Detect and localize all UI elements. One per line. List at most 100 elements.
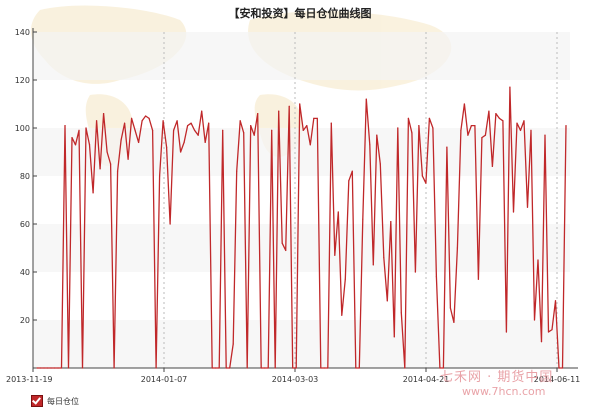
data-point [102, 113, 105, 115]
data-point [292, 367, 294, 369]
data-point [116, 170, 119, 172]
data-point [246, 367, 248, 369]
data-point [421, 175, 423, 177]
data-point [232, 343, 234, 345]
data-point [344, 278, 346, 280]
data-point [299, 103, 301, 105]
data-point [225, 367, 227, 369]
data-point [260, 367, 262, 369]
data-point [281, 242, 283, 244]
data-point [386, 300, 388, 302]
data-point [36, 367, 38, 369]
data-point [330, 122, 332, 124]
data-point [484, 134, 487, 136]
data-point [519, 129, 522, 131]
data-point [57, 367, 59, 369]
data-point [208, 122, 210, 124]
data-point [173, 129, 175, 131]
data-point [229, 367, 231, 369]
data-point [491, 165, 494, 167]
y-tick-label: 140 [15, 28, 30, 37]
data-point [334, 254, 336, 256]
data-point [537, 259, 539, 261]
data-point [166, 146, 168, 148]
watermark-title: 七禾网 · 期货中国 [440, 370, 554, 385]
y-tick-label: 40 [20, 268, 30, 277]
data-point [159, 175, 161, 177]
data-point [46, 367, 49, 369]
data-point [397, 127, 399, 129]
data-point [460, 129, 462, 131]
x-tick-label: 2014-06-11 [534, 375, 581, 384]
data-point [313, 117, 315, 119]
data-point [516, 122, 518, 124]
data-point [404, 367, 406, 369]
data-point [99, 168, 101, 170]
data-point [551, 329, 553, 331]
data-point [253, 134, 255, 136]
data-point [414, 271, 416, 273]
data-point [544, 134, 546, 136]
legend-checkbox-icon[interactable] [31, 395, 43, 407]
data-point [145, 115, 147, 117]
vertical-gridlines [163, 32, 558, 368]
x-tick-label: 2014-04-21 [403, 375, 450, 384]
data-point [162, 120, 164, 122]
data-point [425, 182, 427, 184]
data-point [470, 125, 473, 127]
data-point [92, 192, 94, 194]
data-point [383, 257, 385, 259]
data-point [540, 341, 543, 343]
data-point [453, 321, 455, 323]
data-point [526, 206, 529, 208]
data-point [257, 113, 259, 115]
data-point [64, 125, 66, 127]
data-point [71, 137, 73, 139]
data-point [337, 211, 339, 213]
data-point [509, 86, 511, 88]
data-point [274, 367, 276, 369]
data-point [78, 129, 80, 131]
data-point [365, 98, 367, 100]
data-point [411, 132, 413, 134]
data-point [561, 367, 564, 369]
data-point [264, 367, 266, 369]
data-point [190, 122, 192, 124]
data-point [502, 120, 504, 122]
data-point [197, 134, 199, 136]
data-point [148, 117, 150, 119]
data-point [67, 367, 70, 369]
data-point [512, 211, 515, 213]
data-point [565, 125, 567, 127]
data-point [243, 132, 245, 134]
data-point [309, 144, 311, 146]
data-point [477, 278, 480, 280]
data-point [498, 117, 501, 119]
data-point [218, 367, 220, 369]
data-point [554, 300, 557, 302]
x-axis-ticks: 2013-11-19 2014-01-07 2014-03-03 2014-04-21… [6, 368, 580, 384]
data-point [369, 144, 371, 146]
legend[interactable]: 每日仓位 [31, 394, 79, 408]
data-point [137, 141, 140, 143]
data-point [439, 367, 441, 369]
data-point [432, 127, 434, 129]
data-point [302, 129, 304, 131]
data-point [183, 141, 185, 143]
data-point [201, 110, 203, 112]
data-point [250, 125, 252, 127]
data-point [442, 367, 444, 369]
data-point [130, 117, 133, 119]
data-point [407, 117, 409, 119]
watermark-url: www.7hcn.com [462, 385, 546, 398]
data-point [379, 163, 381, 165]
data-point [204, 141, 206, 143]
data-point [215, 367, 217, 369]
data-point [358, 367, 360, 369]
data-point [428, 117, 430, 119]
data-point [81, 367, 84, 369]
y-tick-label: 100 [15, 124, 30, 133]
watermark: 七禾网 · 期货中国 www.7hcn.com [440, 366, 553, 398]
data-point [323, 367, 325, 369]
data-point [155, 367, 157, 369]
